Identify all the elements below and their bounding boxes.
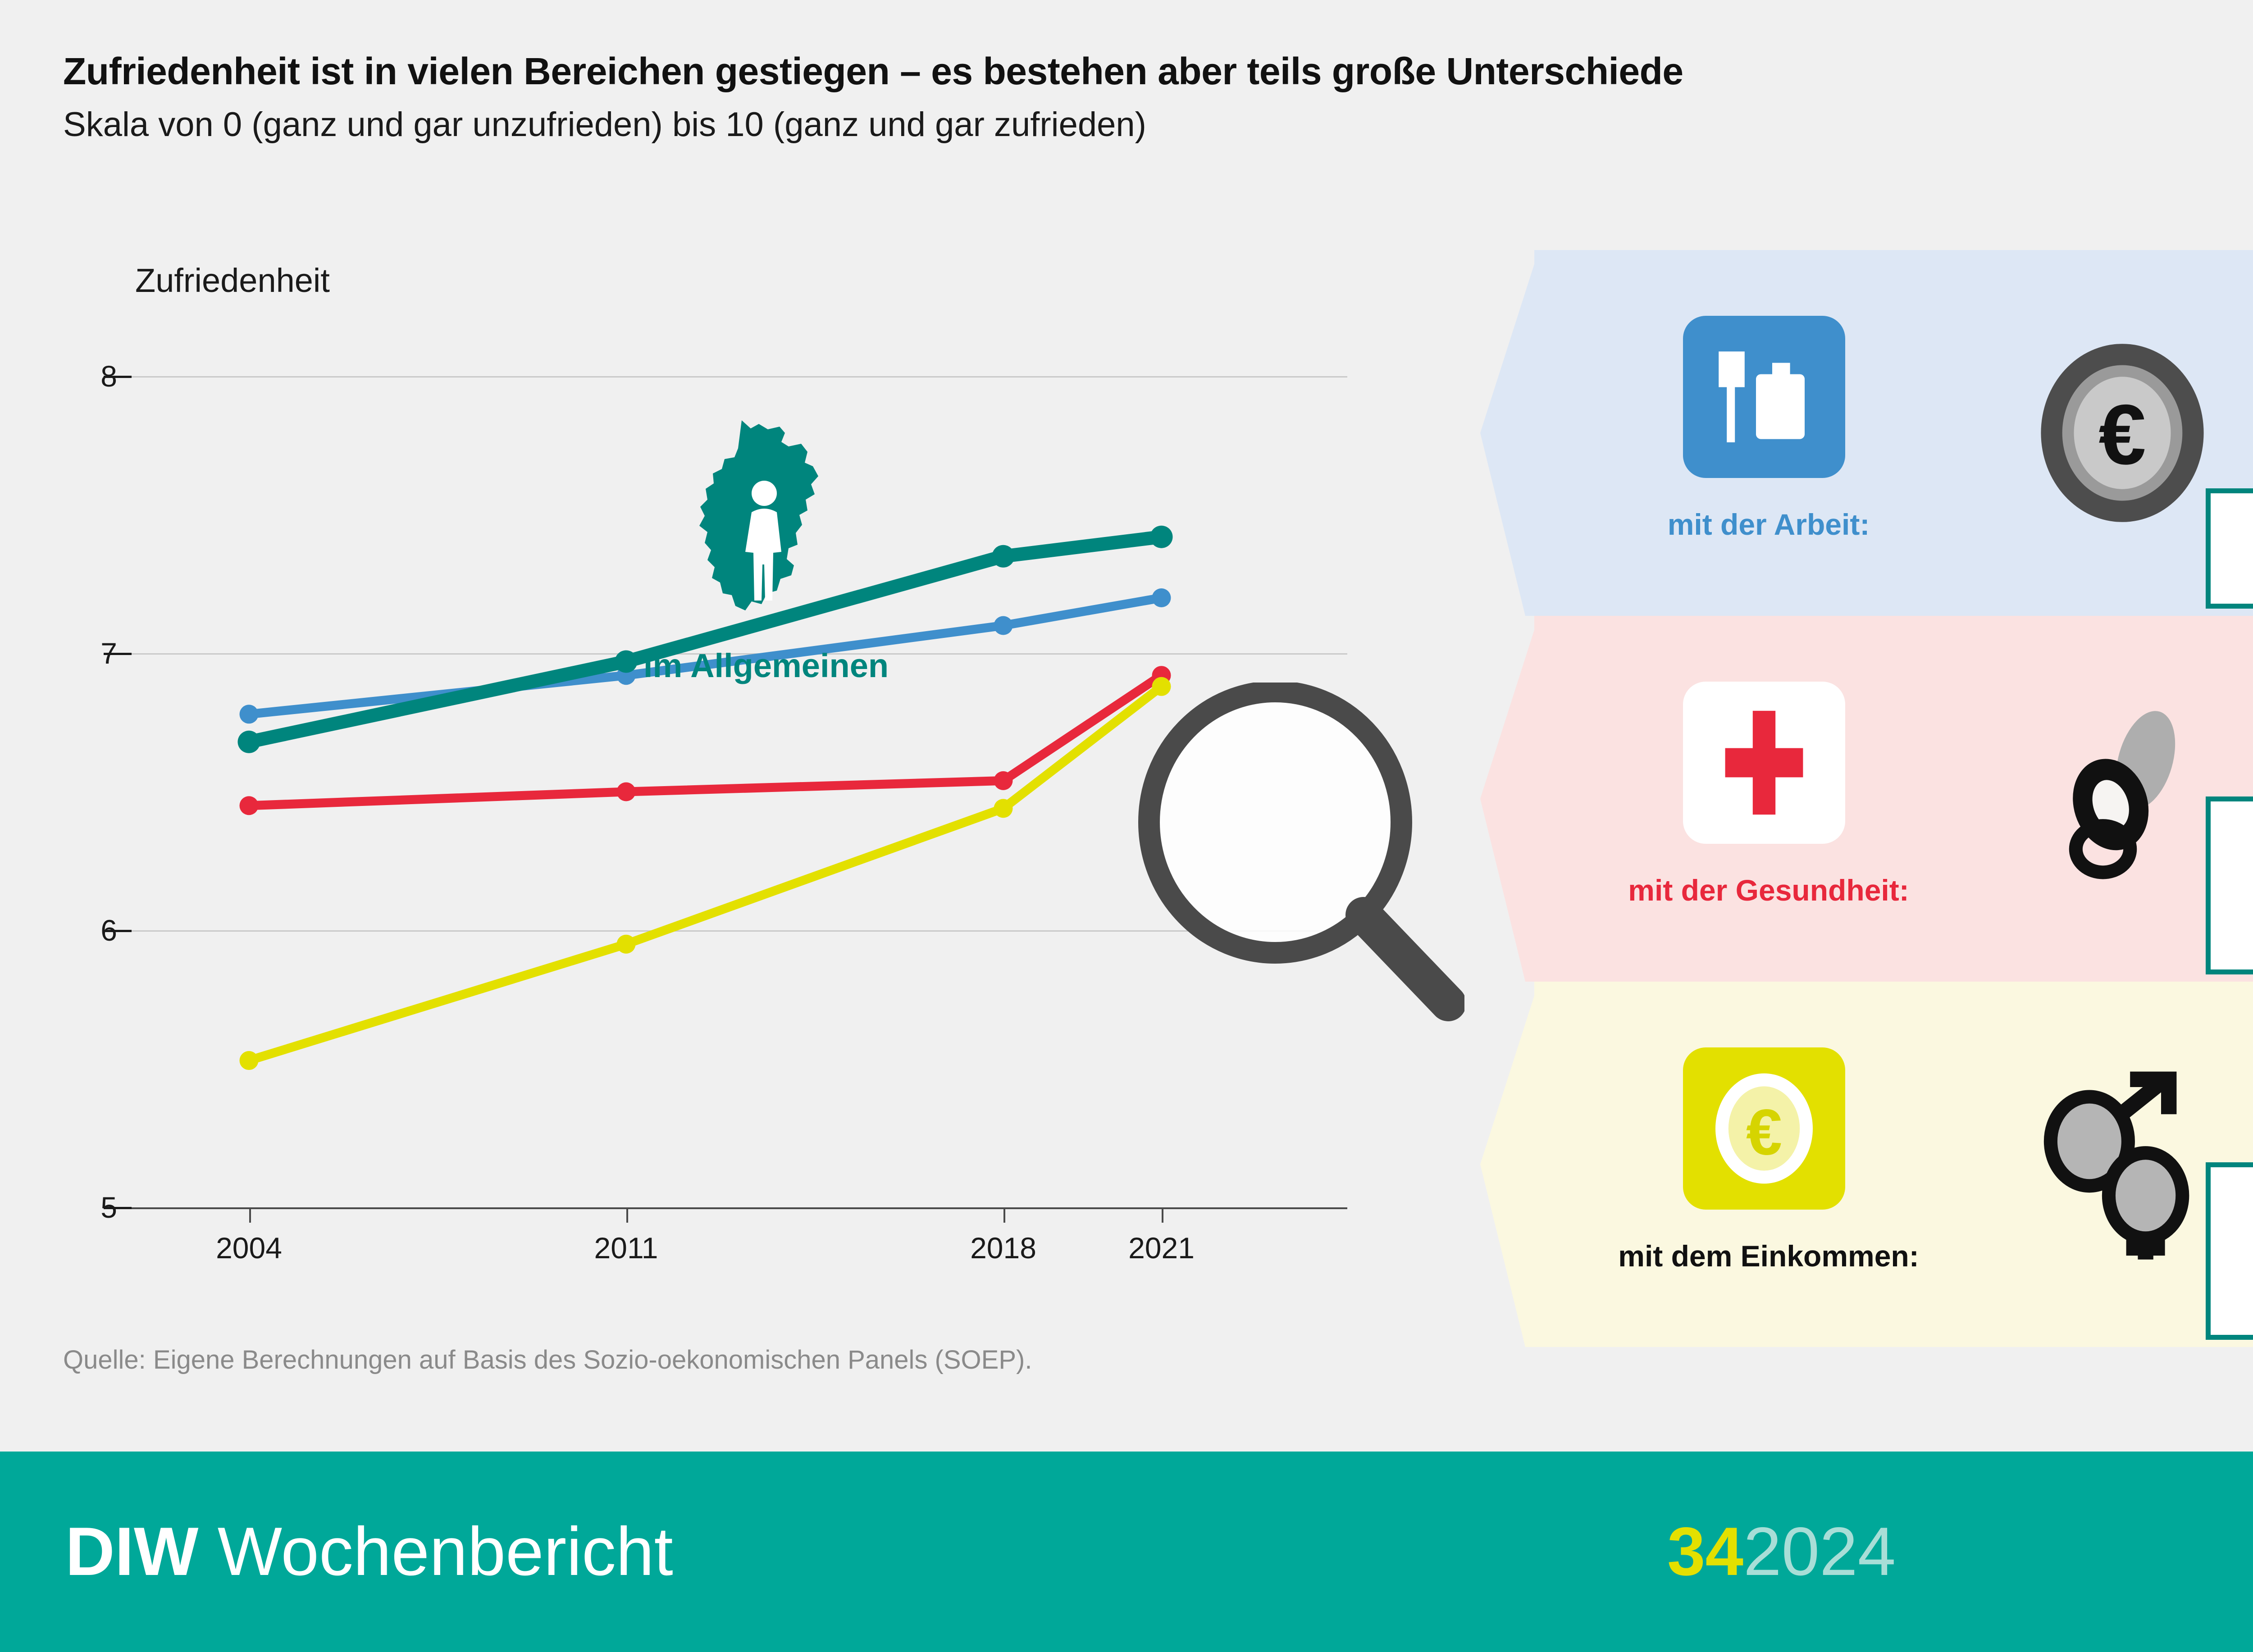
pacifier-icon (2025, 702, 2219, 896)
data-point-im-allgemeinen-2011 (615, 650, 638, 673)
line-series-im-allgemeinen (242, 530, 1168, 749)
x-axis-tick-2011 (626, 1207, 628, 1223)
band-arbeit: mit der Arbeit: € Niedrige ...6,9 Mittlere… (1534, 250, 2253, 616)
highlight-box (2206, 796, 2253, 974)
band-einkommen: € mit dem Einkommen: Frauen6,7 Männer7,0 (1534, 982, 2253, 1347)
bar-label: Männer (2188, 1235, 2253, 1267)
data-point-mit-der-gesundheit-2018 (994, 771, 1013, 790)
gender-symbols-icon (2025, 1068, 2219, 1261)
bar-label: Hohe Einkommen (2188, 533, 2253, 564)
bar-row[interactable]: Niedrige ...6,9 (2228, 269, 2253, 366)
footer-issue: 342024 (1667, 1512, 1896, 1591)
chart-axis-title: Zufriedenheit (135, 262, 330, 299)
axis-tick-8 (104, 376, 132, 378)
footer-issue-number: 34 (1667, 1513, 1744, 1590)
gridline-8 (104, 376, 1347, 378)
data-point-im-allgemeinen-2021 (1150, 525, 1173, 548)
data-point-mit-der-arbeit-2004 (239, 705, 259, 724)
bar-label: Mittlere ... (2188, 417, 2253, 449)
magnifier-icon (1131, 681, 1466, 1025)
bar-label: Mit Kindern (2188, 681, 2253, 744)
data-point-mit-der-arbeit-2018 (994, 616, 1013, 635)
line-chart-plot: 8 7 6 5 2004 2011 2018 2021 im Allgemeinen (77, 360, 1466, 1367)
svg-text:€: € (1746, 1096, 1782, 1168)
y-axis-label-6: 6 (100, 914, 117, 947)
line-series-mit-dem-einkommen (244, 682, 1166, 1065)
bar-group-arbeit: Niedrige ...6,9 Mittlere ...7,2 Hohe Einko… (2206, 250, 2253, 616)
data-point-mit-dem-einkommen-2021 (1152, 677, 1171, 696)
header: Zufriedenheit ist in vielen Bereichen ge… (63, 50, 2253, 144)
euro-coin-yellow-icon: € (1683, 1047, 1845, 1210)
x-axis-tick-2004 (249, 1207, 251, 1223)
page-subtitle: Skala von 0 (ganz und gar unzufrieden) b… (63, 105, 1146, 144)
euro-coin-grey-icon: € (2025, 336, 2219, 530)
data-point-mit-dem-einkommen-2018 (994, 799, 1013, 818)
bar-label: Frauen (2188, 1062, 2253, 1093)
connector-wedge (1480, 982, 1539, 1347)
footer-title-rest: Wochenbericht (198, 1513, 673, 1590)
axis-tick-6 (104, 930, 132, 932)
y-axis-label-5: 5 (100, 1191, 117, 1224)
axis-tick-7 (104, 653, 132, 655)
band-gesundheit: mit der Gesundheit: Mit Kindern6,7 Ohne K… (1534, 616, 2253, 982)
gridline-7 (104, 653, 1347, 655)
data-point-mit-dem-einkommen-2011 (616, 934, 636, 954)
connector-wedge (1480, 250, 1539, 616)
x-axis-tick-2018 (1003, 1207, 1005, 1223)
source-note: Quelle: Eigene Berechnungen auf Basis de… (63, 1345, 1032, 1374)
band-caption-arbeit: mit der Arbeit: (1667, 508, 1870, 541)
bar-group-einkommen: Frauen6,7 Männer7,0 (2206, 982, 2253, 1347)
band-caption-gesundheit: mit der Gesundheit: (1628, 874, 1909, 907)
germany-map-person-icon (671, 417, 861, 642)
x-axis-label-2018: 2018 (970, 1231, 1036, 1265)
line-series-mit-der-gesundheit (244, 671, 1166, 810)
bar-row[interactable]: Mittlere ...7,2 (2228, 385, 2253, 482)
line-chart-panel: Zufriedenheit 8 7 6 5 2004 2011 2018 2021 im A… (0, 225, 1555, 1329)
line-series-svg (237, 525, 1173, 1070)
x-axis-label-2021: 2021 (1128, 1231, 1195, 1265)
footer-bar: DIW Wochenbericht 342024 DIW BERLIN (0, 1452, 2253, 1652)
gridline-6 (104, 930, 1347, 932)
bar-row[interactable]: Hohe Einkommen7,4 (2206, 488, 2253, 609)
data-point-im-allgemeinen-2004 (237, 730, 260, 753)
svg-text:€: € (2098, 387, 2146, 482)
data-point-mit-der-arbeit-2021 (1152, 588, 1171, 607)
x-axis-label-2011: 2011 (594, 1231, 658, 1265)
line-series-mit-der-arbeit (244, 593, 1166, 719)
y-axis-label-7: 7 (100, 637, 117, 670)
work-tools-icon (1683, 316, 1845, 478)
footer-title: DIW Wochenbericht (65, 1512, 673, 1591)
data-point-mit-der-gesundheit-2004 (239, 796, 259, 815)
breakdown-panel: mit der Arbeit: € Niedrige ...6,9 Mittlere… (1480, 250, 2253, 1347)
bar-row[interactable]: Männer7,0 (2206, 1162, 2253, 1340)
highlight-box (2206, 488, 2253, 609)
magnifier-connector-wedges (1480, 250, 1539, 1347)
general-series-label: im Allgemeinen (643, 647, 889, 684)
axis-tick-5 (104, 1207, 132, 1209)
footer-brand: DIW (65, 1513, 199, 1590)
gridline-5 (104, 1207, 1347, 1209)
highlight-box (2206, 1162, 2253, 1340)
footer-issue-year: 2024 (1743, 1513, 1896, 1590)
bar-row[interactable]: Ohne Kinder7,3 (2206, 796, 2253, 974)
band-caption-einkommen: mit dem Einkommen: (1618, 1239, 1919, 1273)
data-point-mit-dem-einkommen-2004 (239, 1051, 259, 1070)
data-point-mit-der-gesundheit-2011 (616, 782, 636, 801)
data-point-im-allgemeinen-2018 (992, 545, 1015, 568)
page-title: Zufriedenheit ist in vielen Bereichen ge… (63, 50, 1683, 92)
bar-group-gesundheit: Mit Kindern6,7 Ohne Kinder7,3 (2206, 616, 2253, 982)
connector-wedge (1480, 616, 1539, 982)
x-axis-label-2004: 2004 (216, 1231, 282, 1265)
bar-label: Ohne Kinder (2188, 854, 2253, 917)
x-axis-tick-2021 (1161, 1207, 1163, 1223)
bar-row[interactable]: Mit Kindern6,7 (2228, 635, 2253, 789)
health-cross-icon (1683, 682, 1845, 844)
y-axis-label-8: 8 (100, 360, 117, 393)
bar-label: Niedrige ... (2188, 301, 2253, 333)
bar-row[interactable]: Frauen6,7 (2228, 1001, 2253, 1155)
